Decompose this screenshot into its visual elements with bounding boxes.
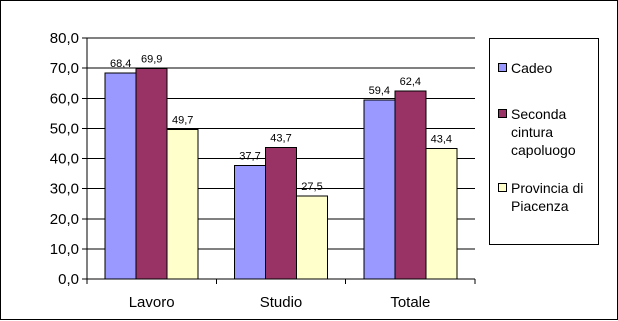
bar bbox=[265, 146, 297, 280]
bar bbox=[166, 128, 199, 280]
legend-label-seconda-cintura: Seconda cintura capoluogo bbox=[511, 106, 576, 158]
bar bbox=[363, 99, 396, 280]
y-tick-label: 60,0 bbox=[50, 90, 79, 107]
y-tick-label: 40,0 bbox=[50, 151, 79, 168]
data-label: 37,7 bbox=[239, 150, 260, 162]
data-label: 59,4 bbox=[369, 85, 390, 97]
bar bbox=[104, 72, 137, 280]
data-label: 27,5 bbox=[301, 181, 322, 193]
bar bbox=[394, 90, 427, 280]
y-tick-label: 0,0 bbox=[58, 271, 79, 288]
y-tick-label: 80,0 bbox=[50, 30, 79, 47]
data-label: 68,4 bbox=[110, 58, 131, 70]
bar bbox=[234, 164, 266, 280]
y-tick-label: 70,0 bbox=[50, 60, 79, 77]
x-category-label: Totale bbox=[390, 294, 430, 311]
y-tick-label: 30,0 bbox=[50, 181, 79, 198]
data-label: 69,9 bbox=[141, 53, 162, 65]
legend-label-cadeo: Cadeo bbox=[511, 60, 553, 76]
bar bbox=[135, 67, 168, 280]
y-tick-label: 20,0 bbox=[50, 211, 79, 228]
legend-swatch-provincia bbox=[498, 183, 507, 192]
legend-swatch-cadeo bbox=[498, 63, 507, 72]
chart-legend: Cadeo Seconda cintura capoluogo Provinci… bbox=[489, 38, 599, 245]
data-label: 43,4 bbox=[431, 133, 452, 145]
legend-swatch-seconda-cintura bbox=[498, 109, 507, 118]
bar bbox=[296, 195, 328, 280]
bar bbox=[425, 147, 458, 280]
legend-label-provincia: Provincia di Piacenza bbox=[511, 180, 584, 214]
data-label: 49,7 bbox=[172, 114, 193, 126]
y-tick-label: 50,0 bbox=[50, 120, 79, 137]
y-tick-label: 10,0 bbox=[50, 241, 79, 258]
x-category-label: Studio bbox=[260, 294, 303, 311]
data-label: 62,4 bbox=[400, 76, 421, 88]
data-label: 43,7 bbox=[270, 132, 291, 144]
x-category-label: Lavoro bbox=[129, 294, 175, 311]
